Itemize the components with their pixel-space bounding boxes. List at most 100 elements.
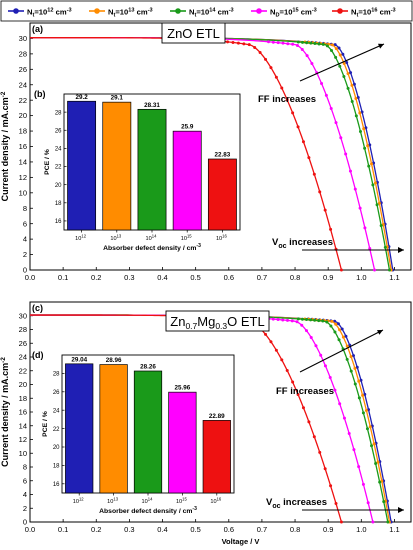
legend-label-main: N xyxy=(351,8,356,17)
bar-y-tick-label: 16 xyxy=(55,219,62,225)
series-marker xyxy=(352,448,356,452)
legend-marker xyxy=(256,8,262,14)
bar-x-tick-superscript: 13 xyxy=(113,497,118,502)
legend-entry-label: Nt=1012 cm-3 xyxy=(27,8,72,19)
series-marker xyxy=(353,187,357,191)
legend-label-main: cm xyxy=(299,8,312,17)
series-marker xyxy=(330,319,334,323)
panel-d-pce-bar-chart: 1618202224262829.04101228.96101328.26101… xyxy=(32,350,235,515)
series-marker xyxy=(247,43,251,47)
x-tick-label: 0.9 xyxy=(323,525,333,534)
bar-x-axis-label-main: Absorber defect density / cm xyxy=(99,508,192,515)
bar-value-label: 29.2 xyxy=(75,94,88,101)
voc-annotation-main: increases xyxy=(281,497,327,508)
bar-x-tick-label: 1015 xyxy=(181,234,193,243)
series-marker xyxy=(337,46,341,50)
bar-y-tick-label: 28 xyxy=(53,372,60,378)
voc-annotation: Voc increases xyxy=(266,497,327,510)
x-tick-label: 0.5 xyxy=(190,273,200,282)
bar-y-tick-label: 24 xyxy=(55,147,62,153)
series-marker xyxy=(300,323,304,327)
bar-y-tick-label: 16 xyxy=(53,482,60,488)
series-marker xyxy=(271,40,275,44)
y-axis-label-superscript: -2 xyxy=(0,91,7,97)
legend-label-main: cm xyxy=(377,8,390,17)
series-marker xyxy=(304,318,308,322)
y-axis-label-superscript: -2 xyxy=(0,357,7,363)
series-marker xyxy=(305,54,309,58)
series-marker xyxy=(309,318,313,322)
series-marker xyxy=(357,465,361,469)
y-tick-label: 10 xyxy=(19,188,27,197)
series-marker xyxy=(290,319,294,323)
series-marker xyxy=(325,320,329,324)
series-marker xyxy=(387,268,391,272)
bar-x-tick-label: 1014 xyxy=(142,497,154,506)
series-marker xyxy=(383,245,387,249)
bar-y-tick-label: 20 xyxy=(55,183,62,189)
series-marker xyxy=(313,318,317,322)
y-tick-label: 8 xyxy=(23,463,27,472)
series-marker xyxy=(342,61,346,65)
series-marker xyxy=(373,268,377,272)
bar-x-tick-superscript: 15 xyxy=(182,497,187,502)
bar-x-axis-label-main: Absorber defect density / cm xyxy=(103,245,196,252)
series-marker xyxy=(328,376,332,380)
series-marker xyxy=(274,348,278,352)
legend-label-main: =10 xyxy=(358,8,371,17)
legend-label-superscript: 16 xyxy=(371,8,377,14)
legend-label-main: cm xyxy=(53,8,66,17)
voc-annotation-main: V xyxy=(272,237,279,248)
series-marker xyxy=(363,226,367,230)
y-tick-label: 6 xyxy=(23,219,27,228)
y-tick-label: 4 xyxy=(23,490,27,499)
series-marker xyxy=(348,169,352,173)
series-marker xyxy=(310,61,314,65)
ff-arrow-line xyxy=(299,329,384,373)
x-tick-label: 1.0 xyxy=(356,273,366,282)
ff-arrow-head xyxy=(377,330,383,335)
legend-label-main: cm xyxy=(134,8,147,17)
series-marker xyxy=(276,318,280,322)
series-marker xyxy=(344,334,348,338)
bar-value-label: 25.9 xyxy=(181,124,194,131)
legend-label-main: N xyxy=(108,8,113,17)
chart-title-main: Zn xyxy=(170,314,185,329)
series-marker xyxy=(342,416,346,420)
series-marker xyxy=(281,41,285,45)
legend-label-main: =10 xyxy=(34,8,47,17)
y-tick-label: 22 xyxy=(19,96,27,105)
series-marker xyxy=(226,40,230,44)
pce-bar xyxy=(137,108,167,231)
legend-marker xyxy=(175,8,181,14)
bar-panel-label: (b) xyxy=(34,89,46,99)
series-marker xyxy=(319,353,323,357)
y-tick-label: 18 xyxy=(19,127,27,136)
legend-label-superscript: -3 xyxy=(391,8,396,14)
chart-title-main: Mg xyxy=(197,314,215,329)
series-marker xyxy=(345,357,349,361)
bar-y-tick-label: 20 xyxy=(53,445,60,451)
series-marker xyxy=(346,86,350,90)
legend-label-superscript: -3 xyxy=(148,8,153,14)
series-marker xyxy=(280,86,284,90)
series-marker xyxy=(379,224,383,228)
legend-label-main: =10 xyxy=(280,8,293,17)
bar-y-tick-label: 22 xyxy=(53,427,60,433)
legend-label-superscript: 12 xyxy=(47,8,53,14)
series-marker xyxy=(336,322,340,326)
legend-label-main: =10 xyxy=(196,8,209,17)
series-marker xyxy=(242,42,246,46)
series-marker xyxy=(300,47,304,51)
y-tick-label: 26 xyxy=(19,65,27,74)
pce-bar xyxy=(168,391,197,494)
legend-label-subscript: t xyxy=(113,13,115,19)
series-marker xyxy=(309,336,313,340)
series-marker xyxy=(330,43,334,47)
series-marker xyxy=(377,201,381,205)
y-axis-label-main: Current density / mA.cm xyxy=(0,363,10,467)
x-tick-label: 0.6 xyxy=(224,525,234,534)
bar-y-tick-label: 22 xyxy=(55,165,62,171)
series-marker xyxy=(353,382,357,386)
